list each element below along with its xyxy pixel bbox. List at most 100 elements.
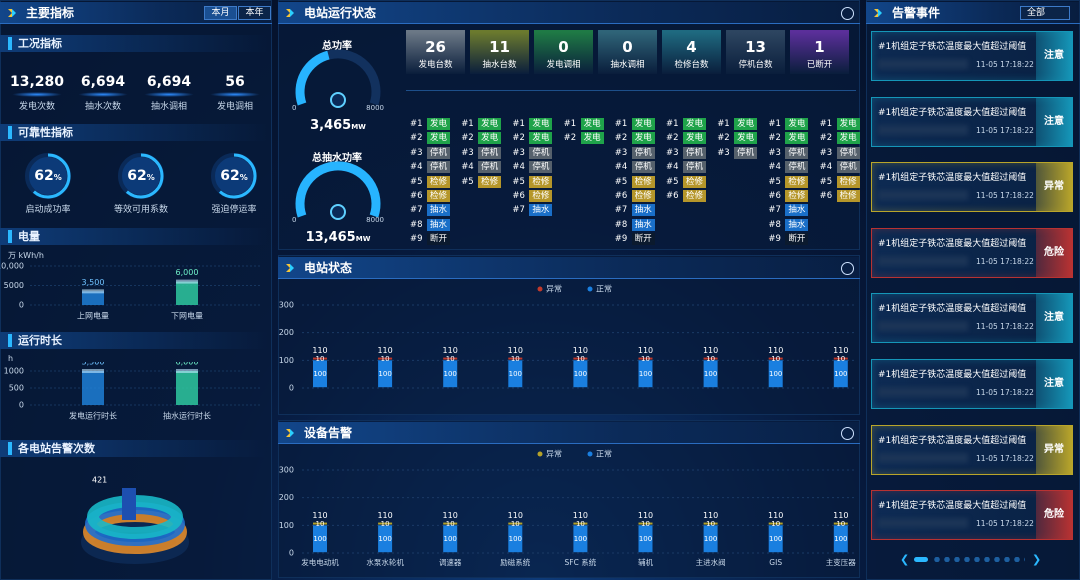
- more-button[interactable]: [841, 7, 854, 20]
- tab[interactable]: 本年: [238, 6, 271, 20]
- value-label: 6,000: [176, 268, 199, 277]
- bar-top: [176, 369, 198, 373]
- unit-id: #7: [614, 205, 628, 216]
- total-label: 110: [508, 511, 523, 520]
- gauge: 0 8000: [292, 49, 384, 112]
- bar-segment: [768, 522, 783, 525]
- segment-label: 100: [313, 535, 326, 543]
- bar-segment: [703, 357, 718, 360]
- tab[interactable]: 本月: [204, 6, 237, 20]
- unit-status: 断开: [427, 233, 450, 246]
- bar-segment: [443, 360, 458, 388]
- alarm-card[interactable]: #1机组定子铁芯温度最大值超过阈值 11-05 17:18:22 注意: [871, 96, 1073, 147]
- gauge-knob: [330, 204, 346, 220]
- bar: [82, 371, 104, 405]
- bar-segment: [443, 357, 458, 360]
- unit-status: 发电: [785, 118, 809, 130]
- unit-id: #1: [819, 119, 833, 129]
- alarm-text: #1机组定子铁芯温度最大值超过阈值: [878, 238, 1027, 249]
- ring-gauge: [211, 153, 257, 199]
- unit-status: 检修: [785, 190, 809, 202]
- bar-segment: [378, 522, 393, 525]
- ring-unit: %: [239, 173, 248, 182]
- bar-segment: [508, 522, 523, 525]
- unit-status: 停机: [631, 161, 655, 174]
- unit-id: #1: [717, 119, 730, 129]
- pagination[interactable]: ❮ ❯: [900, 553, 1042, 566]
- segment-label: 100: [639, 370, 652, 378]
- ring-unit: %: [146, 173, 155, 182]
- bar-chart: 0 500 1000 3,500 发电运行时长 6,000 抽水运行时长: [4, 362, 262, 421]
- bar-segment: [833, 525, 848, 553]
- alarm-card[interactable]: #1机组定子铁芯温度最大值超过阈值 11-05 17:18:22 异常: [871, 424, 1073, 475]
- kpi-value: 6,694: [80, 74, 126, 90]
- count-card: 11 抽水台数: [470, 30, 529, 74]
- bar: [82, 291, 104, 305]
- alarm-level: 注意: [1036, 32, 1072, 80]
- section-title: 可靠性指标: [0, 124, 268, 141]
- kpi-glow: [78, 92, 128, 97]
- kpi-label: 发电次数: [18, 102, 55, 112]
- count-card: 4 检修台数: [662, 30, 721, 74]
- unit-id: #5: [614, 176, 628, 187]
- bar-segment: [573, 357, 588, 360]
- segment-label: 100: [574, 535, 587, 543]
- unit-status: 检修: [631, 175, 655, 188]
- alarm-level: 异常: [1036, 425, 1072, 474]
- value-label: 3,500: [82, 278, 105, 287]
- unit-status: 发电: [631, 118, 655, 130]
- bar-segment: [313, 522, 327, 525]
- unit-status: 抽水: [631, 204, 655, 217]
- bar-segment: [833, 357, 848, 360]
- alarm-card[interactable]: #1机组定子铁芯温度最大值超过阈值 11-05 17:18:22 异常: [871, 162, 1073, 213]
- panel-title: 设备告警: [278, 422, 860, 444]
- gauge-max: 8000: [366, 104, 384, 112]
- segment-label: 100: [834, 370, 847, 378]
- segment-label: 100: [509, 370, 522, 378]
- bar-segment: [638, 357, 653, 360]
- alarm-source: [878, 321, 968, 332]
- unit-id: #4: [614, 162, 628, 173]
- alarm-card[interactable]: #1机组定子铁芯温度最大值超过阈值 11-05 17:18:22 危险: [871, 227, 1073, 278]
- unit-status: 检修: [836, 175, 860, 188]
- y-tick-label: 200: [279, 328, 294, 337]
- alarm-card[interactable]: #1机组定子铁芯温度最大值超过阈值 11-05 17:18:22 注意: [871, 359, 1073, 409]
- unit-status: 停机: [836, 146, 860, 159]
- unit-id: #4: [666, 162, 679, 173]
- more-button[interactable]: [841, 427, 854, 440]
- segment-label: 10: [576, 355, 585, 363]
- segment-label: 100: [444, 370, 457, 378]
- gauge-min: 0: [292, 104, 296, 112]
- alarm-card[interactable]: #1机组定子铁芯温度最大值超过阈值 11-05 17:18:22 危险: [871, 490, 1073, 541]
- unit-id: #3: [512, 147, 525, 158]
- unit-id: #1: [614, 119, 628, 129]
- stacked-bar-chart: 异常 正常010020030010010110100101101001011010…: [279, 285, 854, 393]
- equipment-panel: [278, 420, 860, 578]
- ring-text: 62%: [115, 168, 167, 184]
- filter-dropdown[interactable]: 全部: [1020, 6, 1070, 20]
- unit-id: #2: [512, 133, 525, 144]
- donut-slice: [122, 488, 136, 520]
- panel-title: 电站运行状态: [278, 2, 860, 24]
- alarm-card[interactable]: #1机组定子铁芯温度最大值超过阈值 11-05 17:18:22 注意: [871, 293, 1073, 344]
- alarm-level: 危险: [1036, 228, 1072, 277]
- legend-label: 正常: [596, 285, 612, 294]
- legend-label: 异常: [546, 285, 562, 294]
- legend-marker: [537, 286, 543, 292]
- more-button[interactable]: [841, 262, 854, 275]
- alarm-level: 危险: [1036, 491, 1072, 540]
- alarm-card[interactable]: #1机组定子铁芯温度最大值超过阈值 11-05 17:18:22 注意: [871, 31, 1073, 81]
- bar-segment: [768, 525, 783, 553]
- segment-label: 10: [641, 355, 650, 363]
- donut-annotation: 421: [92, 476, 107, 485]
- unit-status: 发电: [836, 132, 860, 145]
- unit-id: #3: [461, 147, 474, 158]
- bar-segment: [703, 522, 718, 525]
- unit-id: #3: [666, 147, 679, 158]
- gauge-unit: MW: [355, 235, 371, 243]
- alarm-text: #1机组定子铁芯温度最大值超过阈值: [878, 42, 1027, 52]
- x-tick-label: 主变压器: [826, 557, 856, 567]
- unit-status: 停机: [683, 161, 706, 174]
- segment-label: 100: [509, 535, 522, 543]
- total-label: 110: [573, 511, 588, 520]
